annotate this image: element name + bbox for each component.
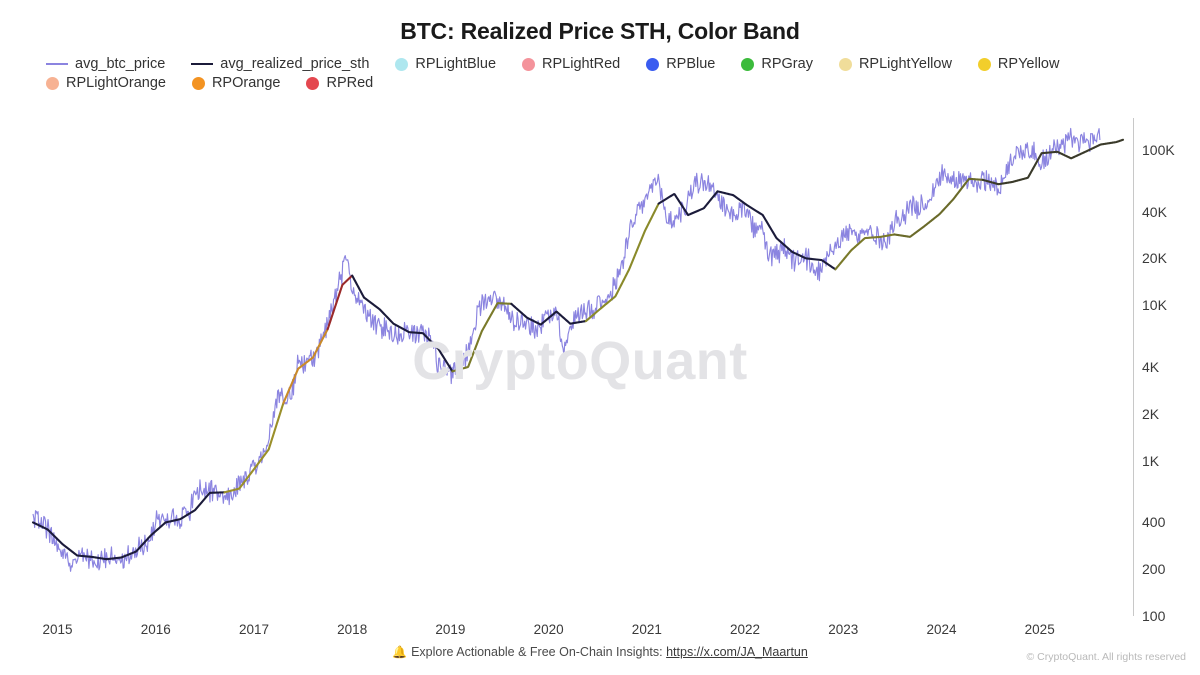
series-avg-realized-price-sth-segment-11 — [732, 194, 837, 271]
legend-label: RPGray — [761, 56, 813, 72]
y-tick-label: 400 — [1142, 514, 1166, 531]
y-tick-label: 100K — [1142, 141, 1175, 158]
bell-icon: 🔔 — [392, 645, 408, 659]
y-tick-label: 40K — [1142, 203, 1167, 220]
series-avg-realized-price-sth-segment-6 — [362, 296, 454, 373]
page-title: BTC: Realized Price STH, Color Band — [400, 18, 800, 44]
legend-dot-swatch — [306, 76, 320, 90]
x-tick-label: 2017 — [238, 622, 269, 637]
legend-item-rporange[interactable]: RPOrange — [191, 75, 281, 91]
x-tick-label: 2022 — [730, 622, 761, 637]
footer-link[interactable]: https://x.com/JA_Maartun — [666, 645, 808, 659]
plot-svg — [31, 127, 1125, 572]
legend-item-rplightyellow[interactable]: RPLightYellow — [838, 56, 952, 72]
legend-dot-swatch — [741, 57, 755, 71]
x-tick-label: 2023 — [828, 622, 859, 637]
y-tick-label: 20K — [1142, 250, 1167, 267]
legend-label: avg_btc_price — [75, 56, 166, 72]
footer-text: Explore Actionable & Free On-Chain Insig… — [411, 645, 663, 659]
x-tick-label: 2024 — [926, 622, 957, 637]
series-avg-realized-price-sth-segment-8 — [510, 302, 587, 326]
legend-label: RPLightYellow — [858, 56, 952, 72]
series-avg-realized-price-sth-segment-12 — [834, 233, 896, 271]
y-axis-line — [1133, 118, 1134, 616]
series-avg-realized-price-sth-segment-4 — [326, 274, 353, 331]
series-avg-realized-price-sth-segment-5 — [351, 274, 366, 299]
legend-dot-swatch — [522, 57, 536, 71]
chart-legend: avg_btc_price avg_realized_price_sth RPLig… — [46, 56, 1166, 91]
legend-dot-swatch — [395, 57, 409, 71]
series-avg-realized-price-sth-segment-13 — [893, 177, 984, 238]
footer: 🔔 Explore Actionable & Free On-Chain Insi… — [0, 645, 1200, 659]
series-avg-realized-price-sth-segment-9 — [584, 202, 660, 323]
legend-item-rplightblue[interactable]: RPLightBlue — [395, 56, 496, 72]
series-avg-realized-price-sth-segment-10 — [657, 190, 734, 217]
series-avg-realized-price-sth-segment-1 — [105, 491, 226, 561]
x-tick-label: 2015 — [42, 622, 73, 637]
x-tick-label: 2019 — [435, 622, 466, 637]
plot-area — [31, 118, 1133, 616]
legend-dot-swatch — [646, 57, 660, 71]
y-tick-label: 4K — [1142, 359, 1160, 375]
legend-label: RPRed — [326, 75, 374, 91]
x-tick-label: 2021 — [631, 622, 662, 637]
series-avg-realized-price-sth-segment-0 — [31, 521, 108, 561]
legend-label: RPOrange — [211, 75, 281, 91]
series-avg-realized-price-sth-segment-2 — [223, 401, 285, 494]
y-tick-label: 1K — [1142, 452, 1160, 469]
legend-line-swatch — [191, 63, 214, 65]
legend-label: RPYellow — [997, 56, 1060, 72]
legend-item-rpblue[interactable]: RPBlue — [646, 56, 715, 72]
legend-item-rpyellow[interactable]: RPYellow — [977, 56, 1060, 72]
legend-item-rpred[interactable]: RPRed — [306, 75, 373, 91]
legend-label: RPLightBlue — [415, 56, 497, 72]
y-tick-label: 10K — [1142, 297, 1167, 314]
legend-label: RPLightRed — [542, 56, 621, 72]
legend-dot-swatch — [977, 57, 991, 71]
series-avg-realized-price-sth-segment-3 — [282, 328, 329, 404]
legend-item-avg_btc_price[interactable]: avg_btc_price — [46, 56, 165, 72]
legend-item-rpgray[interactable]: RPGray — [741, 56, 813, 72]
series-avg-btc-price — [32, 127, 1101, 572]
legend-label: RPBlue — [666, 56, 716, 72]
series-avg-realized-price-sth-segment-7 — [451, 302, 513, 373]
legend-label: RPLightOrange — [66, 75, 166, 91]
x-tick-label: 2020 — [533, 622, 564, 637]
legend-dot-swatch — [838, 57, 852, 71]
y-tick-label: 200 — [1142, 561, 1166, 578]
legend-label: avg_realized_price_sth — [220, 56, 370, 72]
x-tick-label: 2016 — [140, 622, 171, 637]
x-tick-label: 2018 — [337, 622, 368, 637]
legend-item-rplightorange[interactable]: RPLightOrange — [46, 75, 166, 91]
y-tick-label: 100 — [1142, 608, 1166, 624]
legend-dot-swatch — [46, 76, 59, 90]
x-tick-label: 2025 — [1024, 622, 1055, 637]
legend-item-rplightred[interactable]: RPLightRed — [522, 56, 620, 72]
legend-line-swatch — [46, 63, 68, 65]
series-avg-realized-price-sth-segment-14 — [981, 138, 1125, 186]
legend-dot-swatch — [191, 76, 205, 90]
copyright: © CryptoQuant. All rights reserved — [1026, 651, 1186, 663]
y-tick-label: 2K — [1142, 405, 1160, 422]
legend-item-avg_realized_price_sth[interactable]: avg_realized_price_sth — [191, 56, 369, 72]
